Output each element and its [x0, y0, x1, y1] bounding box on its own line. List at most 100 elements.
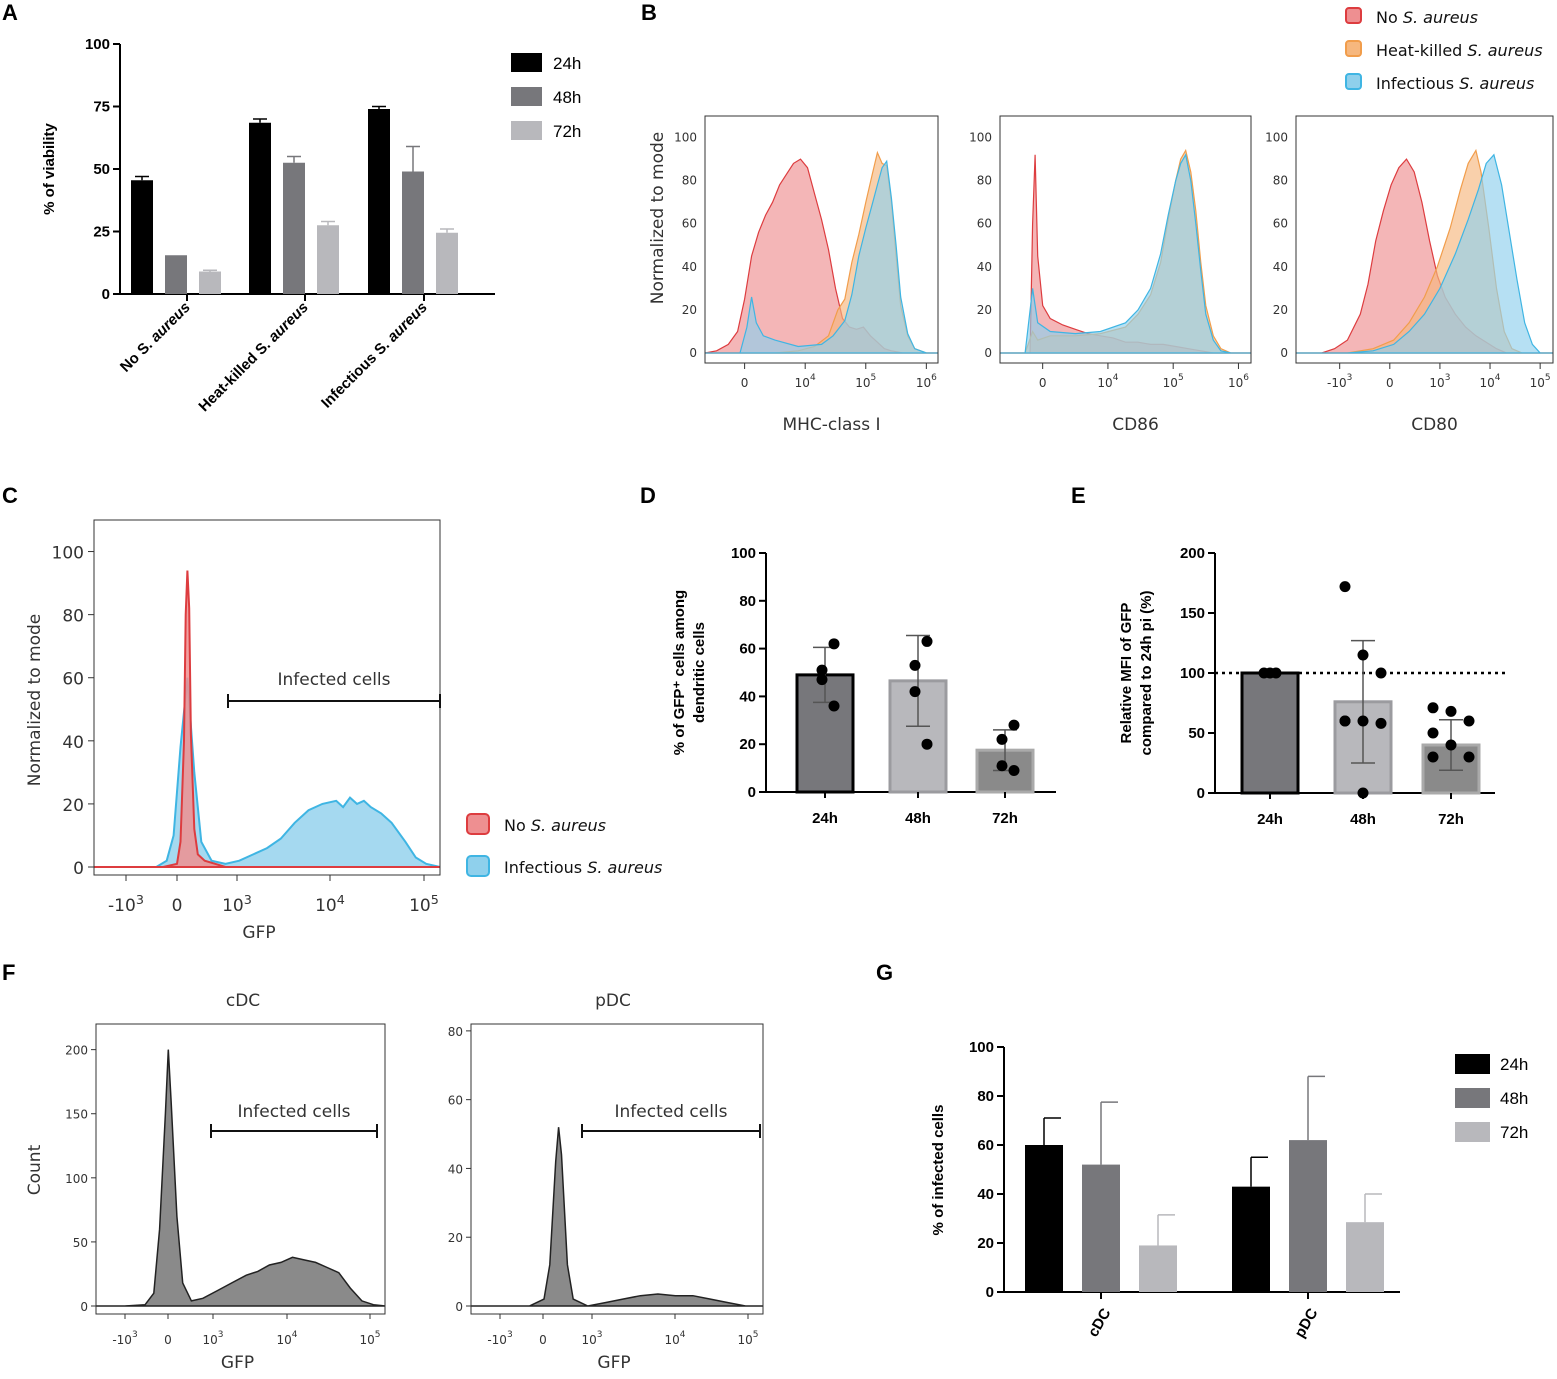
- y-tick-label: 60: [682, 217, 697, 231]
- data-point: [1258, 667, 1270, 679]
- data-point: [828, 700, 840, 712]
- x-tick-label: 105: [1530, 373, 1551, 390]
- x-tick-label: 105: [855, 373, 876, 390]
- x-tick-label: Heat-killed S. aureus: [195, 299, 311, 415]
- legend-swatch: [1345, 7, 1362, 24]
- x-tick-label: 105: [737, 1330, 758, 1347]
- x-tick-label: Infectious S. aureus: [318, 299, 431, 412]
- bar: [1240, 671, 1300, 795]
- x-tick-label: 104: [315, 893, 345, 916]
- y-axis-label: Count: [25, 1144, 45, 1195]
- bar: [1232, 1186, 1270, 1292]
- x-tick-label: -103: [1327, 373, 1352, 390]
- histogram-blue: [705, 159, 938, 354]
- panel-letter-b: B: [641, 0, 657, 25]
- x-tick-label: pDC: [1291, 1305, 1321, 1340]
- y-tick-label: 20: [739, 736, 756, 753]
- panel-c-gfp-histogram: 0 20 40 60 80 100 Normalized to mode -103 0 103 10…: [25, 519, 662, 943]
- y-tick-label: 80: [448, 1025, 463, 1039]
- legend-label: No S. aureus: [504, 816, 606, 835]
- x-tick-label: 24h: [812, 810, 838, 827]
- x-tick-label: -103: [108, 893, 144, 916]
- y-tick-label: 100: [969, 1039, 994, 1056]
- x-tick-label: 0: [1039, 376, 1047, 390]
- y-tick-label: 0: [80, 1300, 88, 1314]
- legend-label: 72h: [553, 122, 581, 141]
- y-tick-label: 20: [682, 303, 697, 317]
- y-tick-label: 100: [1180, 665, 1205, 682]
- y-axis-label: % of viability: [41, 123, 58, 215]
- y-tick-label: 80: [1273, 174, 1288, 188]
- data-point: [1445, 739, 1457, 751]
- legend-swatch: [511, 87, 542, 106]
- bar: [368, 109, 390, 294]
- y-tick-label: 80: [977, 174, 992, 188]
- panel-b-histograms: No S. aureus Heat-killed S. aureus Infecti…: [648, 7, 1554, 435]
- x-axis-label: CD80: [1411, 415, 1458, 435]
- y-tick-label: 50: [73, 1236, 88, 1250]
- data-point: [1427, 702, 1439, 714]
- x-tick-label: No S. aureus: [117, 299, 194, 376]
- x-axis-label: CD86: [1112, 415, 1159, 435]
- y-tick-label: 20: [977, 303, 992, 317]
- legend-swatch: [511, 53, 542, 72]
- data-point: [921, 635, 933, 647]
- legend-label: 72h: [1500, 1123, 1528, 1142]
- x-tick-label: 104: [1480, 373, 1501, 390]
- y-tick-label: 0: [102, 286, 110, 303]
- y-tick-label: 60: [448, 1094, 463, 1108]
- y-tick-label: 75: [93, 99, 110, 116]
- bar: [283, 162, 305, 294]
- plot-frame: [1295, 115, 1554, 364]
- y-tick-label: 20: [62, 796, 84, 816]
- data-point: [828, 638, 840, 650]
- x-tick-label: 48h: [1350, 811, 1376, 828]
- y-tick-label: 50: [1188, 725, 1205, 742]
- y-tick-label: 60: [62, 670, 84, 690]
- histogram-grey: [471, 1127, 763, 1307]
- data-point: [1427, 727, 1439, 739]
- panel-letter-d: D: [640, 483, 656, 508]
- legend-swatch: [1345, 73, 1362, 90]
- y-axis-label: % of infected cells: [930, 1105, 947, 1236]
- x-tick-label: 48h: [905, 810, 931, 827]
- y-axis-label: compared to 24h pi (%): [1138, 590, 1155, 755]
- panel-letter-f: F: [2, 960, 15, 985]
- panel-letter-e: E: [1071, 483, 1086, 508]
- x-tick-label: 103: [1429, 373, 1450, 390]
- x-tick-label: 0: [164, 1333, 172, 1347]
- legend-label: Infectious S. aureus: [1376, 74, 1534, 93]
- x-tick-label: 106: [916, 373, 937, 390]
- bar: [131, 180, 153, 294]
- y-tick-label: 0: [455, 1300, 463, 1314]
- y-tick-label: 40: [448, 1162, 463, 1176]
- legend-swatch: [466, 855, 490, 877]
- x-tick-label: cDC: [1085, 1305, 1115, 1340]
- x-tick-label: -103: [112, 1330, 137, 1347]
- panel-a-viability-chart: 0 25 50 75 100 % of viability No S. aureusHeat…: [41, 36, 581, 415]
- legend-swatch: [1455, 1122, 1490, 1142]
- y-axis-label: Relative MFI of GFP: [1118, 603, 1135, 744]
- y-tick-label: 80: [739, 593, 756, 610]
- y-tick-label: 50: [93, 161, 110, 178]
- y-tick-label: 80: [62, 607, 84, 627]
- x-tick-label: 103: [581, 1330, 602, 1347]
- legend-label: No S. aureus: [1376, 8, 1478, 27]
- x-axis-label: MHC-class I: [782, 415, 880, 435]
- data-point: [909, 686, 921, 698]
- data-point: [1357, 715, 1369, 727]
- y-tick-label: 60: [977, 217, 992, 231]
- x-tick-label: 105: [1163, 373, 1184, 390]
- x-tick-label: -103: [487, 1330, 512, 1347]
- y-tick-label: 100: [674, 131, 697, 145]
- y-tick-label: 25: [93, 224, 110, 241]
- x-tick-label: 72h: [1438, 811, 1464, 828]
- y-tick-label: 20: [1273, 303, 1288, 317]
- bar: [1139, 1245, 1177, 1292]
- y-tick-label: 20: [448, 1231, 463, 1245]
- plot-frame: [470, 1023, 764, 1315]
- plot-title: cDC: [226, 991, 260, 1011]
- data-point: [1463, 751, 1475, 763]
- x-tick-label: 104: [1097, 373, 1118, 390]
